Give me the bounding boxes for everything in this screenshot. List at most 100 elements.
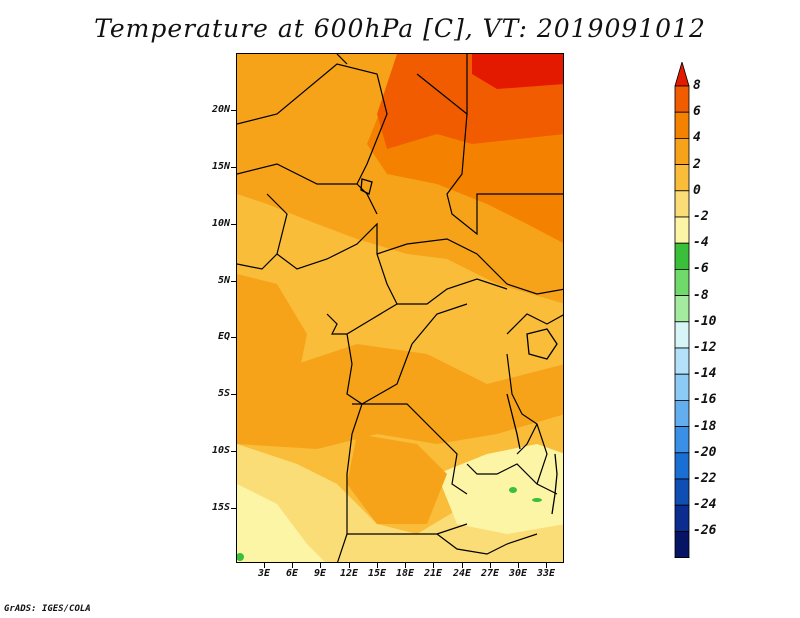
lat-tick [231, 110, 236, 111]
lake-chad [360, 178, 373, 195]
border [337, 533, 348, 562]
country-borders [237, 54, 563, 562]
lon-tick [405, 563, 406, 568]
lake-tanganyika [506, 393, 521, 450]
color-bar-label: -4 [693, 235, 709, 251]
temperature-map [236, 53, 564, 563]
border [436, 533, 538, 555]
lon-tick [349, 563, 350, 568]
color-bar-label: 4 [693, 130, 701, 146]
lon-tick [490, 563, 491, 568]
border [237, 63, 388, 185]
lon-label-18e: 18E [395, 568, 415, 579]
lon-label-21e: 21E [423, 568, 443, 579]
border [397, 278, 508, 305]
color-bar-segment [674, 504, 690, 532]
lon-tick [518, 563, 519, 568]
color-bar-segment [674, 242, 690, 270]
cold-patch [532, 498, 542, 502]
border [237, 163, 378, 215]
border [346, 333, 413, 405]
map-title: Temperature at 600hPa [C], VT: 201909101… [94, 14, 706, 43]
lon-label-30e: 30E [508, 568, 528, 579]
color-bar-segment [674, 347, 690, 375]
lon-tick [546, 563, 547, 568]
lon-label-24e: 24E [452, 568, 472, 579]
lon-tick [462, 563, 463, 568]
lat-label-5s: 5S [217, 388, 230, 399]
lat-label-15s: 15S [211, 502, 230, 513]
lat-label-15n: 15N [211, 161, 230, 172]
lon-label-33e: 33E [536, 568, 556, 579]
lat-label-10s: 10S [211, 445, 230, 456]
color-bar-label: 6 [693, 104, 701, 120]
lon-tick [292, 563, 293, 568]
field-southern-orange [347, 434, 447, 524]
border [352, 403, 468, 495]
color-bar-label: -6 [693, 261, 709, 277]
color-bar-label: -22 [693, 471, 717, 486]
cold-patch [237, 553, 244, 561]
color-bar-label: -24 [693, 497, 717, 513]
color-bar-segment [674, 190, 690, 218]
lat-tick [231, 281, 236, 282]
lake-malawi [551, 453, 558, 515]
color-bar-label: -26 [693, 523, 717, 539]
color-bar-segment [674, 268, 690, 296]
color-bar-label: -8 [693, 287, 709, 303]
border [376, 238, 563, 295]
border [506, 313, 563, 335]
color-bar-label: -12 [693, 340, 717, 355]
color-bar-label: 2 [693, 156, 701, 172]
lat-label-20n: 20N [211, 104, 230, 115]
cold-patch [509, 487, 517, 493]
field-west-coast [237, 274, 307, 424]
lon-tick [433, 563, 434, 568]
color-bar-segment [674, 530, 690, 558]
border [446, 113, 563, 236]
lat-tick [231, 224, 236, 225]
lat-label-eq: EQ [217, 331, 230, 342]
color-bar-top-arrow [674, 62, 690, 87]
color-bar [674, 62, 690, 558]
field-southeast-cool [437, 444, 563, 534]
color-bar-segment [674, 373, 690, 401]
color-bar-segment [674, 295, 690, 323]
color-bar-label: -2 [693, 209, 709, 224]
color-bar-segment [674, 399, 690, 427]
color-bar-label: 0 [693, 182, 701, 198]
color-bar-label: -16 [693, 392, 717, 408]
color-bar-segment [674, 138, 690, 166]
color-bar-segment [674, 164, 690, 192]
color-bar-segment [674, 216, 690, 244]
lon-label-27e: 27E [480, 568, 500, 579]
lat-tick [231, 508, 236, 509]
color-bar-segment [674, 426, 690, 454]
field-south-cool [237, 444, 563, 562]
color-bar-segment [674, 85, 690, 113]
lat-tick [231, 394, 236, 395]
map-canvas [237, 54, 563, 562]
field-southwest-coolest [237, 484, 325, 562]
color-bar-label: -18 [693, 418, 717, 434]
color-bar-label: 8 [693, 78, 701, 93]
color-bar-segment [674, 111, 690, 139]
border [326, 303, 398, 335]
lat-tick [231, 167, 236, 168]
lon-label-6e: 6E [285, 568, 299, 579]
lon-label-3e: 3E [257, 568, 271, 579]
lakes [360, 178, 558, 515]
lat-label-10n: 10N [211, 218, 230, 229]
border [466, 463, 558, 495]
border [336, 54, 348, 65]
lat-tick [231, 337, 236, 338]
color-bar-segment [674, 321, 690, 349]
border [506, 353, 548, 485]
color-bar-label: -20 [693, 444, 717, 460]
lon-label-12e: 12E [339, 568, 359, 579]
border [411, 303, 468, 345]
field-central [237, 344, 563, 449]
color-bar-segment [674, 478, 690, 506]
lat-tick [231, 451, 236, 452]
lon-label-9e: 9E [313, 568, 327, 579]
